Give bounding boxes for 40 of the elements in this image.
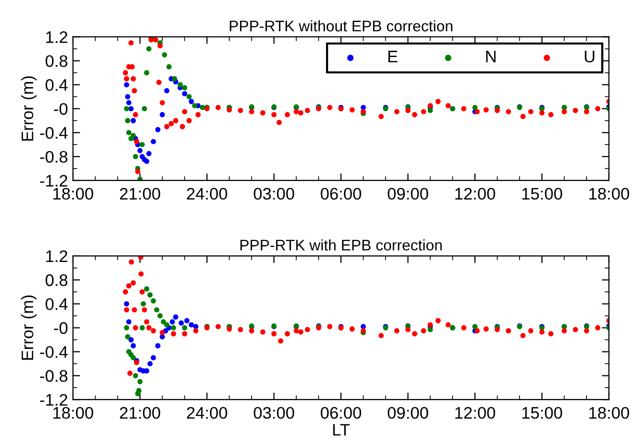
- legend-label: N: [486, 50, 496, 62]
- y-axis-title: Error (m): [21, 76, 37, 141]
- y-tick-label: -0.8: [40, 150, 68, 163]
- x-tick-label: 24:00: [186, 406, 228, 419]
- x-tick-label: 21:00: [120, 188, 160, 200]
- x-tick-label: 18:00: [53, 406, 94, 419]
- y-tick-label: 0.4: [46, 79, 68, 91]
- x-tick-label: 21:00: [120, 406, 160, 419]
- x-tick-label: 15:00: [522, 188, 562, 200]
- y-tick-label: -0: [54, 103, 68, 115]
- y-tick-label: 1.2: [46, 31, 68, 43]
- x-tick-label: 12:00: [455, 406, 496, 419]
- x-tick-label: 24:00: [186, 188, 228, 200]
- x-axis-title: LT: [333, 424, 350, 436]
- x-tick-label: 03:00: [254, 406, 294, 419]
- x-tick-label: 12:00: [455, 188, 496, 200]
- x-tick-label: 09:00: [388, 188, 428, 200]
- x-tick-label: 15:00: [522, 406, 562, 419]
- legend-label: U: [584, 50, 594, 62]
- chart-title: PPP-RTK without EPB correction: [230, 20, 452, 32]
- y-tick-label: -0.8: [40, 370, 68, 382]
- chart-title: PPP-RTK with EPB correction: [240, 239, 442, 251]
- y-tick-label: 1.2: [46, 250, 68, 262]
- x-tick-label: 03:00: [254, 188, 294, 200]
- y-tick-label: -0.4: [40, 127, 68, 139]
- x-tick-label: 06:00: [320, 188, 362, 200]
- x-tick-label: 18:00: [589, 406, 630, 419]
- legend-label: E: [388, 50, 398, 62]
- y-tick-label: 0.8: [46, 55, 68, 67]
- y-tick-label: 0.8: [46, 274, 68, 286]
- y-tick-label: 0.4: [46, 298, 68, 310]
- y-tick-label: -1.2: [40, 394, 68, 406]
- y-tick-label: -1.2: [40, 174, 68, 187]
- x-tick-label: 06:00: [320, 406, 362, 419]
- x-tick-label: 09:00: [388, 406, 428, 419]
- x-tick-label: 18:00: [53, 188, 94, 200]
- y-axis-title: Error (m): [21, 295, 37, 360]
- y-tick-label: -0.4: [40, 346, 68, 358]
- y-tick-label: -0: [54, 322, 68, 334]
- x-tick-label: 18:00: [589, 188, 630, 200]
